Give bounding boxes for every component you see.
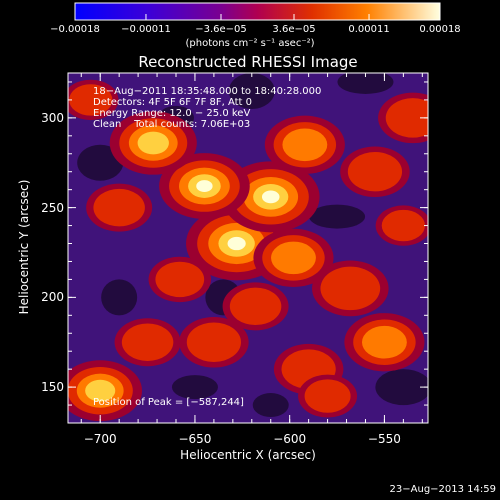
heatmap-contour-level [320, 266, 381, 311]
heatmap-contour-level [69, 84, 113, 116]
annotation-detectors: Detectors: 4F 5F 6F 7F 8F, Att 0 [93, 97, 253, 108]
heatmap-blob [264, 115, 345, 174]
heatmap-contour-level [361, 325, 407, 359]
heatmap-blob [68, 360, 142, 422]
heatmap-blob [340, 146, 410, 197]
heatmap-dark-region [252, 393, 289, 418]
chart-title: Reconstructed RHESSI Image [138, 53, 358, 71]
heatmap-contour-level [385, 98, 428, 138]
colorbar-tick-label: −0.00011 [121, 24, 171, 35]
heatmap-contour-level [347, 151, 403, 192]
heatmap-contour-level [186, 322, 242, 362]
heatmap-blob [222, 282, 289, 331]
heatmap-blob [344, 313, 425, 372]
colorbar-tick-label: −0.00018 [50, 24, 100, 35]
heatmap-dark-region [171, 375, 218, 400]
heatmap-dark-region [337, 73, 394, 94]
heatmap-contour-level [381, 209, 425, 242]
x-tick-label: −550 [367, 432, 401, 446]
x-tick-label: −600 [273, 432, 307, 446]
heatmap-blob [298, 374, 358, 418]
colorbar-units: (photons cm⁻² s⁻¹ asec⁻²) [185, 38, 315, 49]
heatmap-blob [86, 183, 153, 232]
colorbar-tick-label: −3.6e−05 [195, 24, 247, 35]
heatmap-contour-level [155, 261, 205, 298]
heatmap-contour-level [261, 190, 280, 204]
heatmap-dark-region [375, 369, 428, 406]
heatmap-blob [179, 316, 249, 368]
heatmap-blob [375, 205, 428, 246]
heatmap-contour-level [85, 379, 116, 402]
colorbar-tick-label: 3.6e−05 [272, 24, 316, 35]
heatmap-blob [159, 153, 250, 220]
annotation-total-counts: Clean Total counts: 7.06E+03 [93, 119, 251, 130]
heatmap-blob [253, 228, 334, 287]
colorbar-tick-label: 0.00011 [348, 24, 390, 35]
footer-date: 23−Aug−2013 14:59 [389, 484, 496, 495]
heatmap-image [68, 73, 428, 423]
heatmap-contour-level [196, 180, 213, 193]
heatmap-blob [312, 260, 389, 317]
heatmap-dark-region [309, 204, 366, 229]
plot-frame [67, 72, 429, 424]
heatmap-contour-level [271, 241, 316, 275]
heatmap-contour-level [121, 323, 174, 361]
heatmap-blob [109, 111, 197, 175]
y-axis-label: Heliocentric Y (arcsec) [17, 179, 31, 315]
colorbar [74, 2, 441, 21]
heatmap-blob [378, 92, 428, 144]
x-tick-label: −650 [178, 432, 212, 446]
heatmap-contour-level [282, 128, 328, 162]
colorbar-tick-label: 0.00018 [419, 24, 461, 35]
heatmap-blob [148, 256, 212, 303]
heatmap-contour-level [304, 379, 351, 413]
colorbar-ticks [74, 14, 441, 20]
peak-position-label: Position of Peak = [−587,244] [93, 397, 244, 408]
heatmap-contour-level [227, 236, 246, 251]
heatmap-contour-level [229, 287, 282, 326]
heatmap-blob [68, 79, 119, 121]
heatmap-dark-region [101, 279, 138, 316]
annotation-time-range: 18−Aug−2011 18:35:48.000 to 18:40:28.000 [93, 86, 322, 97]
heatmap-contour-level [93, 188, 145, 227]
y-tick-label: 300 [41, 110, 64, 125]
annotation-energy-range: Energy Range: 12.0 − 25.0 keV [93, 108, 251, 119]
axis-ticks [68, 73, 428, 423]
y-tick-label: 200 [41, 290, 64, 305]
y-tick-label: 150 [41, 380, 64, 395]
y-tick-label: 250 [41, 200, 64, 215]
heatmap-dark-region [228, 73, 275, 109]
heatmap-blob [114, 318, 181, 367]
x-tick-label: −700 [83, 432, 117, 446]
x-axis-label: Heliocentric X (arcsec) [180, 448, 316, 462]
heatmap-dark-region [77, 144, 124, 181]
heatmap-contour-level [137, 131, 169, 155]
